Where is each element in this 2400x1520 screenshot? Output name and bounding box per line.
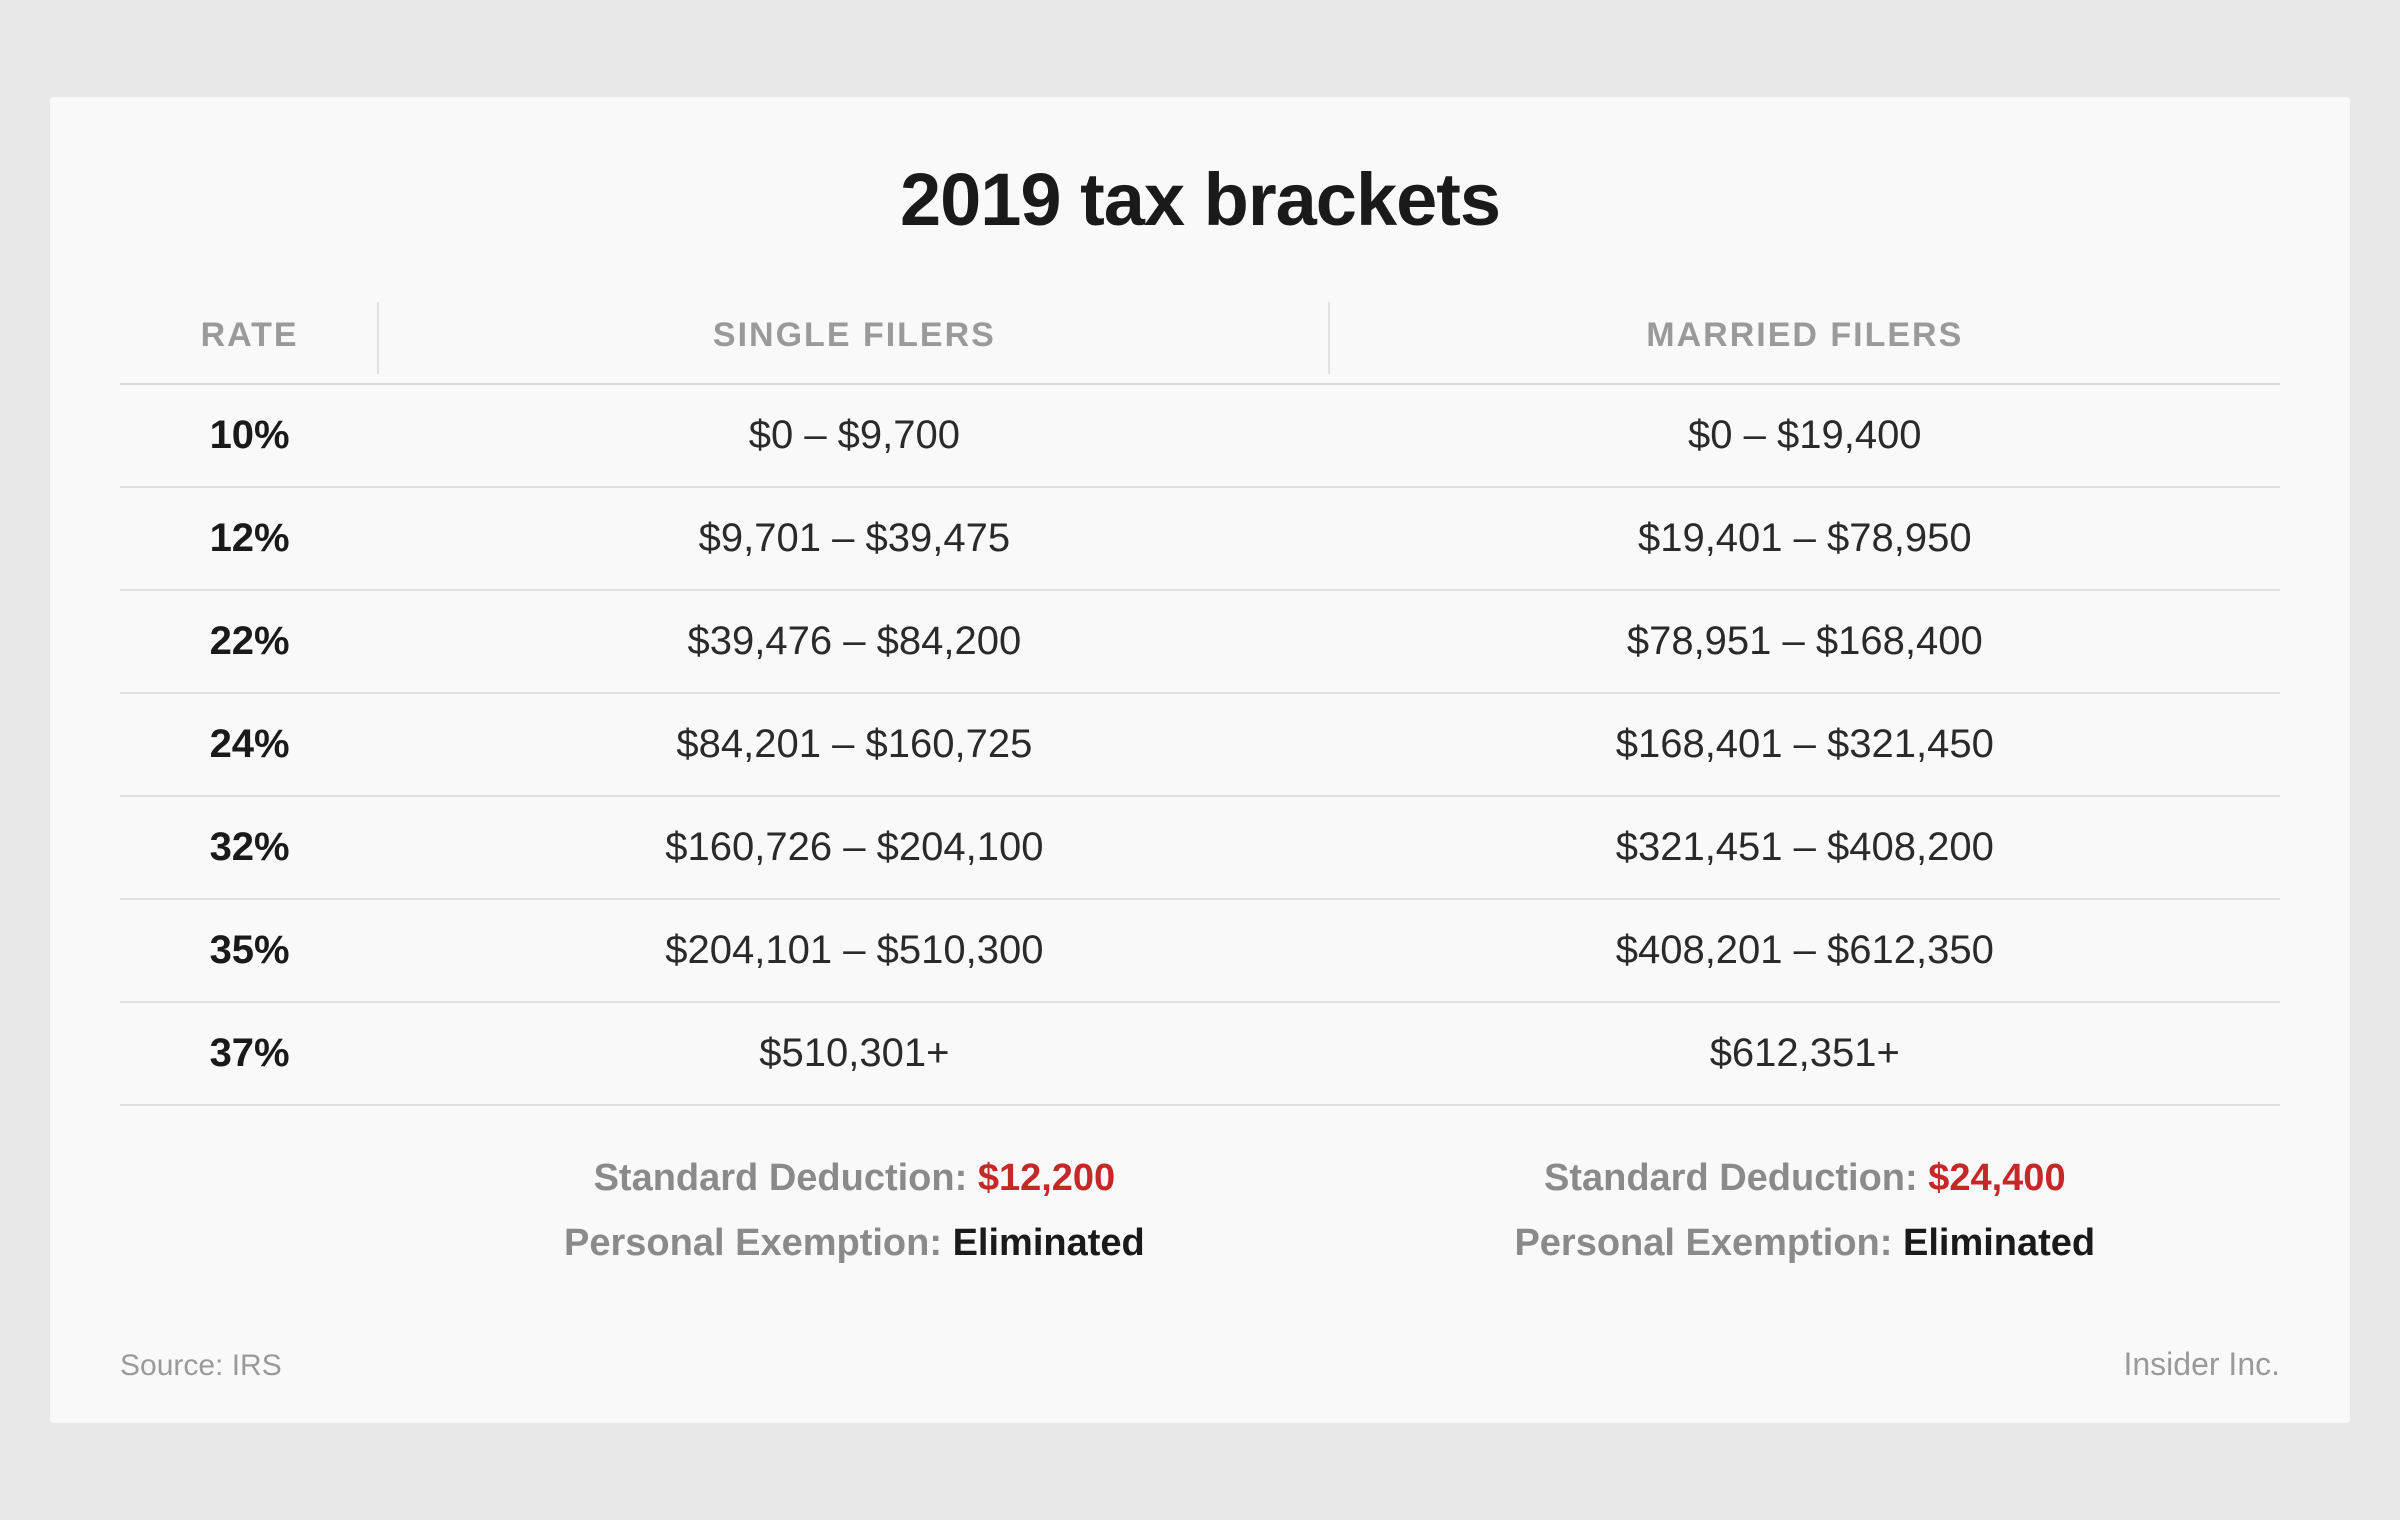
- rate-cell: 22%: [120, 590, 379, 693]
- single-cell: $9,701 – $39,475: [379, 487, 1329, 590]
- rate-cell: 24%: [120, 693, 379, 796]
- deduction-value-single: $12,200: [978, 1157, 1115, 1199]
- rate-cell: 32%: [120, 796, 379, 899]
- rate-cell: 35%: [120, 899, 379, 1002]
- bottom-bar: Source: IRS Insider Inc.: [120, 1346, 2280, 1383]
- single-cell: $160,726 – $204,100: [379, 796, 1329, 899]
- single-cell: $0 – $9,700: [379, 384, 1329, 487]
- col-header-married: MARRIED FILERS: [1330, 292, 2280, 384]
- exemption-value-married: Eliminated: [1903, 1222, 2095, 1264]
- rate-cell: 37%: [120, 1002, 379, 1105]
- table-row: 12%$9,701 – $39,475$19,401 – $78,950: [120, 487, 2280, 590]
- married-cell: $408,201 – $612,350: [1330, 899, 2280, 1002]
- attribution-text: Insider Inc.: [2123, 1346, 2280, 1383]
- table-row: 37%$510,301+$612,351+: [120, 1002, 2280, 1105]
- table-row: 22%$39,476 – $84,200$78,951 – $168,400: [120, 590, 2280, 693]
- table-row: 32%$160,726 – $204,100$321,451 – $408,20…: [120, 796, 2280, 899]
- page-title: 2019 tax brackets: [120, 157, 2280, 242]
- married-cell: $0 – $19,400: [1330, 384, 2280, 487]
- footer-married: Standard Deduction: $24,400 Personal Exe…: [1330, 1105, 2280, 1295]
- table-row: 10%$0 – $9,700$0 – $19,400: [120, 384, 2280, 487]
- exemption-label-married: Personal Exemption:: [1514, 1222, 1903, 1264]
- footer-single: Standard Deduction: $12,200 Personal Exe…: [379, 1105, 1329, 1295]
- married-cell: $19,401 – $78,950: [1330, 487, 2280, 590]
- single-cell: $204,101 – $510,300: [379, 899, 1329, 1002]
- deduction-value-married: $24,400: [1928, 1157, 2065, 1199]
- married-cell: $78,951 – $168,400: [1330, 590, 2280, 693]
- rate-cell: 12%: [120, 487, 379, 590]
- tax-bracket-card: 2019 tax brackets RATE SINGLE FILERS MAR…: [50, 97, 2350, 1422]
- exemption-label-single: Personal Exemption:: [564, 1222, 953, 1264]
- table-row: 35%$204,101 – $510,300$408,201 – $612,35…: [120, 899, 2280, 1002]
- married-cell: $168,401 – $321,450: [1330, 693, 2280, 796]
- single-cell: $84,201 – $160,725: [379, 693, 1329, 796]
- exemption-value-single: Eliminated: [953, 1222, 1145, 1264]
- married-cell: $321,451 – $408,200: [1330, 796, 2280, 899]
- rate-cell: 10%: [120, 384, 379, 487]
- tax-table: RATE SINGLE FILERS MARRIED FILERS 10%$0 …: [120, 292, 2280, 1295]
- deduction-label-single: Standard Deduction:: [594, 1157, 978, 1199]
- col-header-rate: RATE: [120, 292, 379, 384]
- col-header-single: SINGLE FILERS: [379, 292, 1329, 384]
- deduction-label-married: Standard Deduction:: [1544, 1157, 1928, 1199]
- source-text: Source: IRS: [120, 1349, 282, 1383]
- single-cell: $39,476 – $84,200: [379, 590, 1329, 693]
- single-cell: $510,301+: [379, 1002, 1329, 1105]
- table-row: 24%$84,201 – $160,725$168,401 – $321,450: [120, 693, 2280, 796]
- married-cell: $612,351+: [1330, 1002, 2280, 1105]
